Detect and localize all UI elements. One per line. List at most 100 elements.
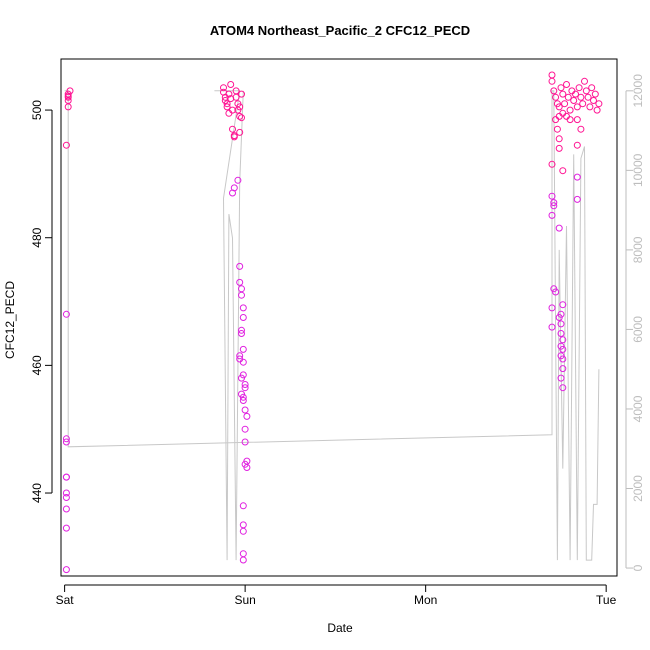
data-point (548, 323, 556, 331)
secondary-series-line (64, 90, 600, 561)
data-point (241, 438, 249, 446)
data-point (239, 527, 247, 535)
data-point (238, 285, 245, 293)
data-point (586, 103, 594, 111)
data-point (223, 100, 231, 108)
y2-tick-label: 6000 (631, 316, 645, 343)
data-point (591, 90, 599, 98)
data-point (225, 109, 233, 117)
y-tick-label: 480 (30, 227, 44, 247)
data-point (241, 381, 249, 388)
data-point (550, 87, 558, 95)
data-point (230, 133, 238, 141)
y-tick-label: 460 (30, 355, 44, 375)
data-point (223, 103, 231, 111)
data-point (553, 125, 561, 133)
data-point (230, 184, 238, 192)
data-point (238, 90, 245, 98)
data-point (236, 112, 244, 120)
data-point (239, 502, 247, 510)
data-point (552, 116, 560, 124)
data-point (236, 278, 244, 286)
data-point (62, 438, 70, 446)
data-point (552, 93, 560, 101)
data-point (62, 489, 70, 497)
x-axis: Sat Sun Mon Tue (56, 584, 617, 607)
data-point (548, 77, 556, 85)
data-point (239, 397, 247, 404)
data-point (238, 374, 245, 382)
secondary-series-layer (64, 90, 600, 561)
data-point (548, 211, 556, 219)
data-point (573, 116, 581, 124)
data-point (241, 406, 249, 414)
data-point (239, 521, 247, 529)
data-point (236, 103, 244, 111)
data-point (557, 374, 565, 382)
y2-tick-label: 4000 (631, 395, 645, 422)
data-point (238, 291, 245, 299)
data-point (62, 310, 70, 318)
data-point (548, 192, 556, 200)
data-point (239, 314, 247, 321)
data-point (62, 435, 70, 443)
data-point (566, 116, 574, 124)
y2-tick-label: 12000 (631, 74, 645, 108)
data-point (62, 494, 70, 501)
data-point (555, 144, 563, 152)
x-axis-label: Date (327, 621, 353, 635)
y2-tick-label: 0 (631, 564, 645, 571)
data-point (557, 84, 565, 92)
data-point (239, 345, 247, 353)
x-tick-label: Sat (56, 593, 75, 607)
data-point (559, 365, 567, 373)
y2-tick-label: 8000 (631, 236, 645, 263)
data-point (564, 93, 572, 101)
data-point (559, 384, 567, 392)
data-point (561, 100, 569, 108)
data-point (573, 141, 581, 149)
data-point (238, 114, 245, 122)
data-point (559, 167, 567, 175)
data-point (577, 93, 585, 101)
data-point (555, 314, 563, 321)
data-points-layer (62, 71, 603, 574)
data-point (238, 330, 245, 337)
data-point (227, 81, 235, 88)
data-point (579, 100, 587, 108)
data-point (566, 106, 574, 114)
x-tick-label: Tue (596, 593, 617, 607)
data-point (559, 301, 567, 309)
data-point (584, 93, 592, 101)
data-point (590, 97, 597, 104)
data-point (239, 556, 247, 564)
data-point (62, 566, 70, 574)
data-point (243, 412, 251, 420)
data-point (581, 77, 588, 85)
data-point (573, 173, 581, 181)
data-point (572, 90, 579, 98)
data-point (575, 84, 583, 92)
y2-tick-label: 2000 (631, 475, 645, 502)
y-tick-label: 440 (30, 483, 44, 503)
data-point (62, 505, 70, 513)
data-point (570, 97, 578, 104)
data-point (550, 199, 558, 207)
chart-title: ATOM4 Northeast_Pacific_2 CFC12_PECD (210, 23, 470, 38)
data-point (548, 160, 556, 168)
secondary-series-line (214, 90, 244, 561)
data-point (555, 103, 563, 111)
y-axis-left: 440 460 480 500 (30, 100, 53, 503)
data-point (236, 128, 244, 136)
data-point (552, 288, 560, 296)
data-point (550, 202, 558, 210)
data-point (548, 71, 556, 79)
data-point (236, 262, 244, 270)
data-point (588, 84, 596, 92)
data-point (243, 464, 251, 471)
data-point (557, 330, 565, 337)
data-point (66, 87, 74, 95)
y2-tick-label: 10000 (631, 153, 645, 187)
data-point (555, 224, 563, 232)
